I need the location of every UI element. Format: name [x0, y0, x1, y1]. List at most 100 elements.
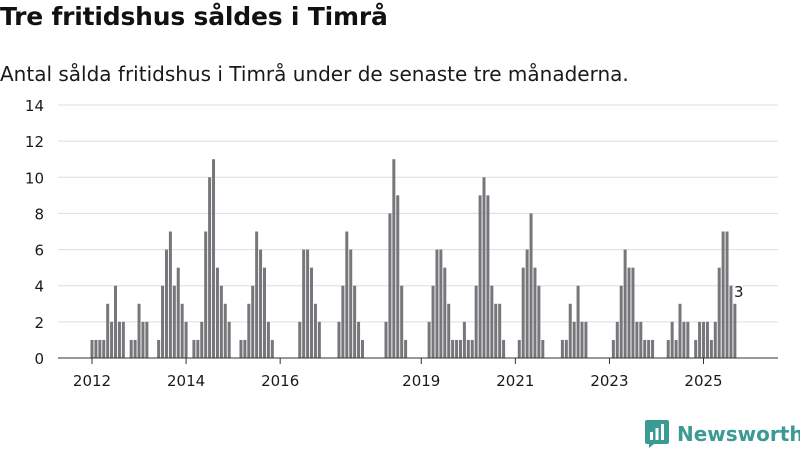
bar — [223, 303, 227, 358]
bar — [580, 321, 584, 358]
bar — [490, 285, 494, 358]
bar — [670, 321, 674, 358]
bar — [560, 339, 564, 358]
bar — [94, 339, 98, 358]
bar — [161, 285, 165, 358]
highlight-data-label: 3 — [734, 283, 744, 301]
bar — [533, 267, 537, 358]
bar — [435, 249, 439, 358]
bar — [623, 249, 627, 358]
bar — [341, 285, 345, 358]
bar — [388, 213, 392, 358]
bar — [627, 267, 631, 358]
bar — [576, 285, 580, 358]
bar — [90, 339, 94, 358]
bar — [521, 267, 525, 358]
bar — [176, 267, 180, 358]
x-tick-label: 2012 — [73, 372, 111, 390]
bar — [615, 321, 619, 358]
bar-series — [90, 159, 737, 358]
bar — [458, 339, 462, 358]
bar — [541, 339, 545, 358]
bar — [619, 285, 623, 358]
bar — [678, 303, 682, 358]
bar — [631, 267, 635, 358]
bar — [353, 285, 357, 358]
bar — [525, 249, 529, 358]
bar — [427, 321, 431, 358]
bar — [721, 231, 725, 358]
bar — [129, 339, 133, 358]
bar — [145, 321, 149, 358]
bar — [666, 339, 670, 358]
bar — [537, 285, 541, 358]
y-tick-label: 8 — [34, 205, 44, 223]
bar — [455, 339, 459, 358]
bar — [451, 339, 455, 358]
bar — [494, 303, 498, 358]
bar — [262, 267, 266, 358]
bar — [121, 321, 125, 358]
bar — [682, 321, 686, 358]
x-axis: 2012 2014 2016 2019 2021 2023 2025 — [73, 358, 723, 390]
bar — [498, 303, 502, 358]
bar — [725, 231, 729, 358]
bar — [172, 285, 176, 358]
bar — [302, 249, 306, 358]
bar — [196, 339, 200, 358]
bar — [443, 267, 447, 358]
x-tick-label: 2025 — [684, 372, 722, 390]
bar — [298, 321, 302, 358]
x-tick-label: 2014 — [167, 372, 205, 390]
x-tick-label: 2016 — [261, 372, 299, 390]
bar — [686, 321, 690, 358]
bar — [482, 177, 486, 358]
bar — [345, 231, 349, 358]
bar — [251, 285, 255, 358]
bar — [310, 267, 314, 358]
y-tick-label: 12 — [25, 133, 44, 151]
bar — [337, 321, 341, 358]
bar — [564, 339, 568, 358]
bar-chart: 0 2 4 6 8 10 12 14 2012 2014 2016 2019 2021 2023 2025… — [25, 97, 778, 390]
bar — [470, 339, 474, 358]
bar — [317, 321, 321, 358]
y-tick-label: 14 — [25, 97, 44, 115]
bar — [702, 321, 706, 358]
bar — [517, 339, 521, 358]
bar — [117, 321, 121, 358]
bar — [478, 195, 482, 358]
bar — [717, 267, 721, 358]
bar — [572, 321, 576, 358]
brand-name: Newsworthy — [677, 422, 800, 446]
bar — [474, 285, 478, 358]
bar — [204, 231, 208, 358]
bar — [313, 303, 317, 358]
bar — [400, 285, 404, 358]
bar — [647, 339, 651, 358]
bar — [137, 303, 141, 358]
bar — [349, 249, 353, 358]
bar — [98, 339, 102, 358]
bar — [180, 303, 184, 358]
bar — [674, 339, 678, 358]
bar — [164, 249, 168, 358]
brand-logo: Newsworthy — [645, 420, 800, 448]
bar — [568, 303, 572, 358]
bar — [584, 321, 588, 358]
bar — [192, 339, 196, 358]
bar — [208, 177, 212, 358]
bar — [114, 285, 118, 358]
bar — [709, 339, 713, 358]
bar — [502, 339, 506, 358]
bar — [212, 159, 216, 358]
bar — [157, 339, 161, 358]
bar — [729, 285, 733, 358]
chart-subtitle: Antal sålda fritidshus i Timrå under de … — [0, 62, 629, 86]
bar — [643, 339, 647, 358]
bar — [259, 249, 263, 358]
bar — [360, 339, 364, 358]
y-tick-label: 6 — [34, 242, 44, 260]
bar — [462, 321, 466, 358]
bar — [733, 303, 737, 358]
